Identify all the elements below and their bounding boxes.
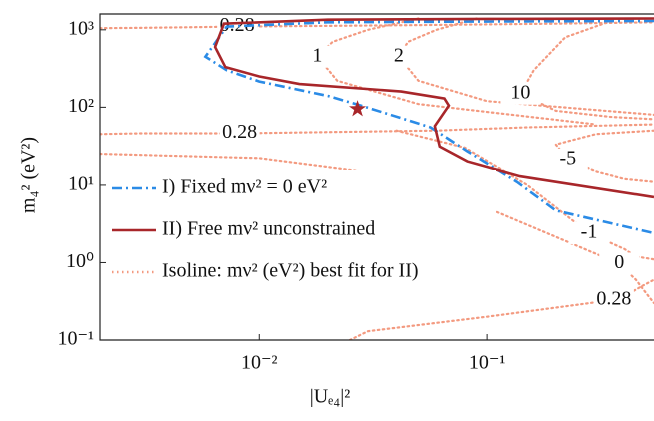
isoline: [100, 123, 654, 136]
series-line: [213, 17, 654, 199]
isoline-label: 0.28: [222, 121, 257, 143]
x-tick-label: 10⁻¹: [469, 352, 506, 374]
best-fit-star: [348, 100, 367, 117]
isoline-label: 0.28: [220, 14, 255, 36]
y-tick-label: 10⁰: [66, 250, 94, 272]
isoline-label-bg: [599, 252, 640, 275]
isoline-label-bg: [378, 45, 419, 68]
isoline-label-bg: [217, 15, 258, 38]
legend-label: I) Fixed mν² = 0 eV²: [162, 176, 327, 198]
isoline-label-bg: [297, 45, 338, 68]
isoline-label: 1: [312, 44, 322, 66]
isoline-label: -5: [559, 148, 576, 170]
y-tick-label: 10³: [68, 17, 94, 39]
y-tick-label: 10⁻¹: [57, 328, 94, 350]
legend-bg: [104, 170, 496, 290]
isoline-label: 0: [614, 251, 624, 273]
isoline-label: -1: [581, 221, 598, 243]
isoline-label: 0.28: [596, 287, 631, 309]
plot: 0.28 1 2 10 0.28 -5 -1 0 0.28: [100, 14, 654, 340]
isoline-label-bg: [219, 122, 260, 145]
y-axis-label: m₄² (eV²): [18, 137, 40, 213]
isoline-label: 2: [394, 44, 404, 66]
legend-label: II) Free mν² unconstrained: [162, 218, 375, 240]
y-tick-label: 10¹: [68, 173, 94, 195]
y-tick-label: 10²: [68, 95, 94, 117]
x-tick-label: 10⁻²: [241, 352, 278, 374]
axes-frame: [99, 13, 654, 341]
isoline-label-bg: [569, 221, 610, 244]
isoline: [100, 152, 654, 305]
legend-label: Isoline: mν² (eV²) best fit for II): [162, 260, 419, 282]
series-line: [203, 19, 654, 235]
isoline-label-bg: [500, 82, 541, 105]
x-axis-label: |Uₑ₄|²: [310, 386, 351, 408]
isoline: [348, 278, 654, 340]
isoline-label: 10: [510, 81, 530, 103]
isoline-label-bg: [593, 288, 634, 311]
isoline-label-bg: [547, 148, 588, 171]
